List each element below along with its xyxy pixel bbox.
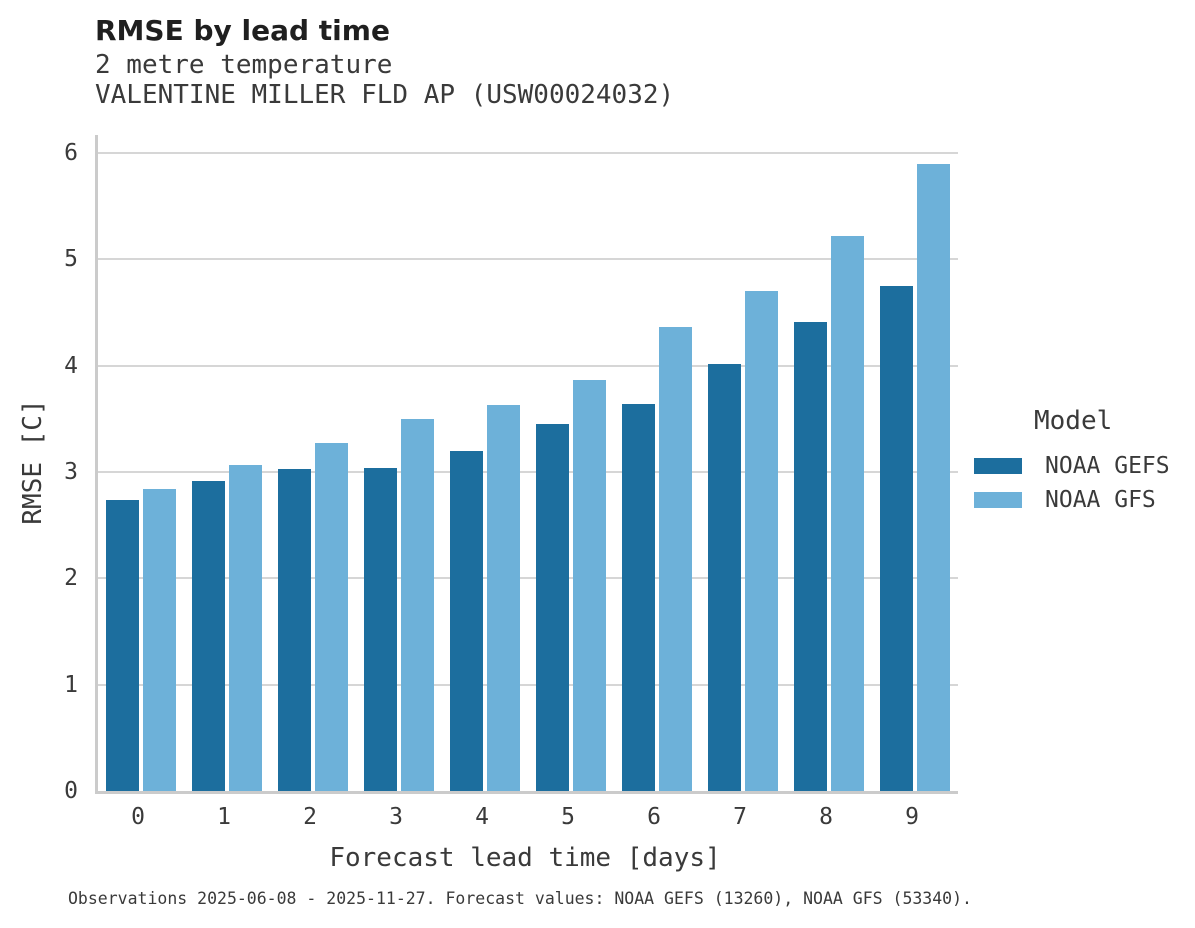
bar-noaa-gfs-day8: [831, 236, 864, 791]
bar-noaa-gfs-day1: [229, 464, 262, 791]
x-tick-label-3: 3: [389, 804, 403, 830]
y-tick-label-4: 4: [64, 352, 78, 379]
bar-noaa-gefs-day6: [622, 404, 655, 791]
bar-noaa-gefs-day3: [364, 467, 397, 791]
gridline-y1: [98, 683, 958, 686]
bar-noaa-gefs-day8: [794, 322, 827, 791]
legend-title: Model: [1034, 406, 1113, 436]
footer-note: Observations 2025-06-08 - 2025-11-27. Fo…: [68, 889, 972, 908]
bar-noaa-gefs-day4: [450, 450, 483, 791]
y-tick-label-3: 3: [64, 459, 78, 486]
gridline-y5: [98, 258, 958, 261]
x-tick-label-2: 2: [303, 804, 317, 830]
gridline-y2: [98, 577, 958, 580]
bar-noaa-gefs-day0: [106, 499, 139, 791]
y-tick-label-0: 0: [64, 778, 78, 804]
bar-noaa-gfs-day6: [659, 327, 692, 791]
y-tick-label-6: 6: [64, 140, 78, 167]
x-tick-label-8: 8: [819, 804, 833, 830]
bar-noaa-gfs-day2: [315, 443, 348, 791]
x-tick-label-6: 6: [647, 804, 661, 830]
bar-noaa-gfs-day9: [917, 163, 950, 791]
gridline-y4: [98, 364, 958, 367]
bar-noaa-gefs-day7: [708, 363, 741, 791]
x-tick-label-5: 5: [561, 804, 575, 830]
x-tick-label-7: 7: [733, 804, 747, 830]
legend-item-noaa-gfs: NOAA GFS: [974, 487, 1156, 513]
chart-subtitle: 2 metre temperature VALENTINE MILLER FLD…: [95, 50, 674, 110]
bar-noaa-gfs-day0: [143, 489, 176, 791]
bar-noaa-gefs-day9: [880, 285, 913, 791]
x-tick-label-4: 4: [475, 804, 489, 830]
bar-noaa-gfs-day3: [401, 418, 434, 791]
legend-item-noaa-gefs: NOAA GEFS: [974, 453, 1170, 479]
bar-noaa-gefs-day5: [536, 424, 569, 791]
bar-noaa-gefs-day2: [278, 468, 311, 791]
bar-noaa-gfs-day5: [573, 379, 606, 791]
bar-noaa-gfs-day4: [487, 405, 520, 791]
x-tick-label-0: 0: [131, 804, 145, 830]
x-axis-title: Forecast lead time [days]: [329, 843, 721, 873]
legend-swatch-noaa-gfs: [974, 492, 1022, 508]
gridline-y3: [98, 471, 958, 474]
gridline-y6: [98, 152, 958, 155]
y-tick-label-2: 2: [64, 565, 78, 592]
y-tick-label-5: 5: [64, 246, 78, 273]
bar-noaa-gefs-day1: [192, 480, 225, 791]
chart-subtitle-variable: 2 metre temperature: [95, 50, 393, 80]
chart-subtitle-station: VALENTINE MILLER FLD AP (USW00024032): [95, 80, 675, 110]
bar-noaa-gfs-day7: [745, 291, 778, 791]
chart-title: RMSE by lead time: [95, 14, 390, 47]
legend-label: NOAA GEFS: [1045, 453, 1170, 479]
x-tick-label-9: 9: [905, 804, 919, 830]
legend-swatch-noaa-gefs: [974, 458, 1022, 474]
legend-label: NOAA GFS: [1045, 487, 1156, 513]
x-tick-label-1: 1: [217, 804, 231, 830]
y-tick-label-1: 1: [64, 671, 78, 698]
plot-area: [95, 135, 958, 794]
